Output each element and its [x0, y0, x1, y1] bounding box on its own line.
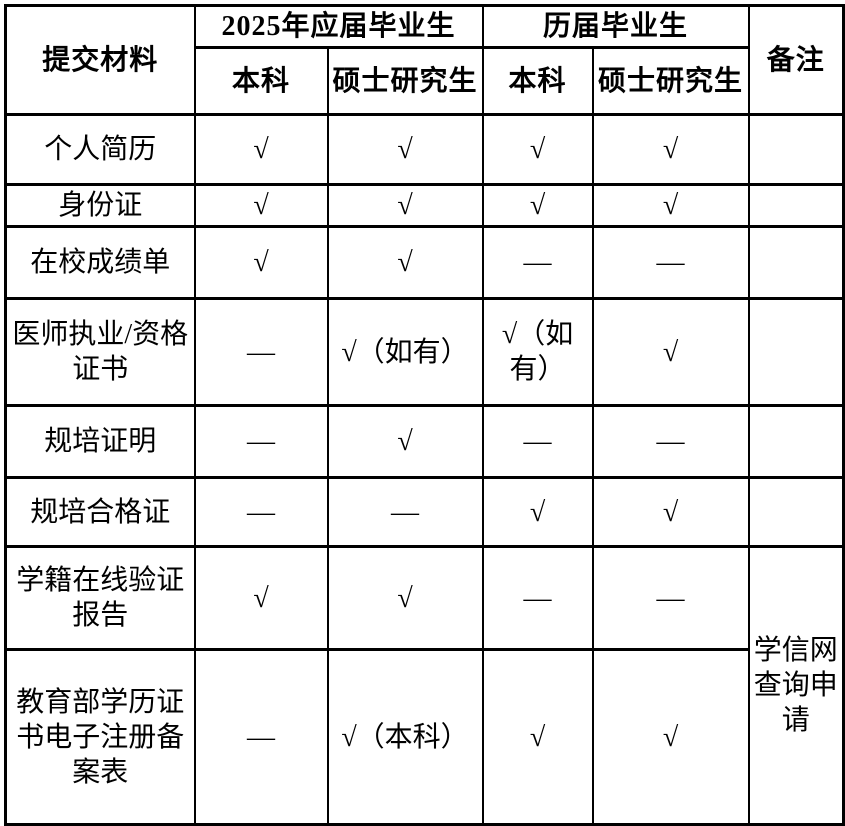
remark-cell [747, 297, 845, 407]
cell-value: √（如有） [326, 297, 484, 407]
remark-cell [747, 404, 845, 479]
header-row-degrees: 本科 硕士研究生 本科 硕士研究生 [6, 46, 844, 116]
header-group-previous: 历届毕业生 [481, 4, 750, 49]
cell-value: √ [591, 476, 750, 548]
remark-merged-cell: 学信网查询申请 [747, 545, 845, 826]
cell-value: — [591, 404, 750, 479]
cell-value: √（如有） [481, 297, 594, 407]
remark-cell [747, 225, 845, 300]
header-previous-bachelor: 本科 [481, 46, 594, 116]
cell-value: √ [326, 545, 484, 651]
cell-value: √ [481, 183, 594, 228]
cell-value: — [591, 225, 750, 300]
cell-value: — [481, 404, 594, 479]
table-row: 学籍在线验证报告 √ √ — — 学信网查询申请 [4, 545, 845, 826]
header-previous-master: 硕士研究生 [591, 46, 750, 116]
row-label: 个人简历 [4, 113, 196, 186]
materials-table: 提交材料 2025年应届毕业生 历届毕业生 备注 本科 硕士研究生 本科 硕士研… [4, 4, 845, 826]
cell-value: √ [326, 225, 484, 300]
remark-cell [747, 113, 845, 186]
cell-value: √ [591, 297, 750, 407]
cell-value: √ [193, 225, 329, 300]
table-row: 规培合格证 — — √ √ [4, 476, 845, 548]
cell-value: √ [591, 113, 750, 186]
row-label: 身份证 [4, 183, 196, 228]
cell-value: √ [481, 113, 594, 186]
row-label: 学籍在线验证报告 [4, 545, 196, 651]
row-label: 医师执业/资格证书 [4, 297, 196, 407]
cell-value: — [326, 476, 484, 548]
cell-value: √（本科） [326, 648, 484, 826]
cell-value: √ [193, 113, 329, 186]
header-materials: 提交材料 [4, 4, 196, 116]
cell-value: — [481, 545, 594, 651]
cell-value: √ [326, 113, 484, 186]
cell-value: — [481, 225, 594, 300]
cell-value: √ [591, 648, 750, 826]
cell-value: √ [193, 183, 329, 228]
cell-value: √ [326, 183, 484, 228]
remark-cell [747, 183, 845, 228]
remark-cell [747, 476, 845, 548]
cell-value: — [193, 648, 329, 826]
table-row: 规培证明 — √ — — [4, 404, 845, 479]
table-row: 在校成绩单 √ √ — — [4, 225, 845, 300]
header-2025-bachelor: 本科 [193, 46, 329, 116]
cell-value: √ [326, 404, 484, 479]
cell-value: √ [193, 545, 329, 651]
row-label: 规培证明 [4, 404, 196, 479]
cell-value: √ [591, 183, 750, 228]
header-2025-master: 硕士研究生 [326, 46, 484, 116]
cell-value: — [193, 297, 329, 407]
header-remarks: 备注 [747, 4, 845, 116]
header-row-groups: 提交材料 2025年应届毕业生 历届毕业生 备注 [4, 4, 845, 116]
table-row: 医师执业/资格证书 — √（如有） √（如有） √ [4, 297, 845, 407]
cell-value: — [193, 404, 329, 479]
cell-value: √ [481, 476, 594, 548]
table-row: 个人简历 √ √ √ √ [4, 113, 845, 186]
row-label: 在校成绩单 [4, 225, 196, 300]
header-group-2025: 2025年应届毕业生 [193, 4, 484, 49]
table-row: 教育部学历证书电子注册备案表 — √（本科） √ √ [4, 648, 844, 826]
row-label: 规培合格证 [4, 476, 196, 548]
cell-value: — [591, 545, 750, 651]
cell-value: √ [481, 648, 594, 826]
cell-value: — [193, 476, 329, 548]
table-row: 身份证 √ √ √ √ [4, 183, 845, 228]
row-label: 教育部学历证书电子注册备案表 [4, 648, 196, 826]
